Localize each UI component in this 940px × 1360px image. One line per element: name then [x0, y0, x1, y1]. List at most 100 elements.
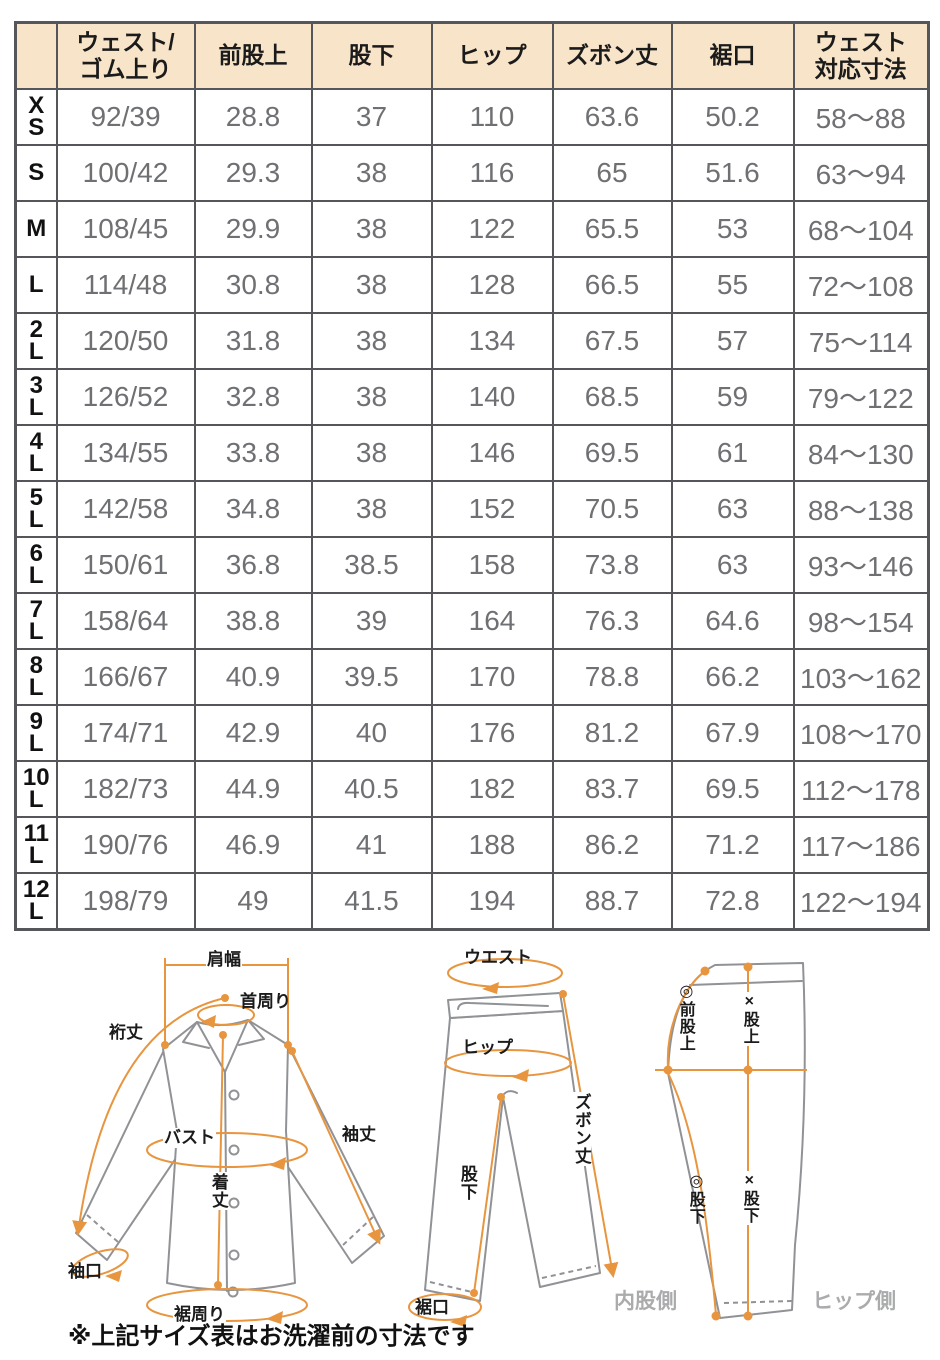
- pants-side-rise-label: ×股上: [739, 992, 758, 1046]
- size-value: 67.5: [551, 312, 673, 370]
- table-row: 4 L 134/55 33.8 38 146 69.5 61 84〜130: [14, 424, 930, 482]
- size-value: 57: [670, 312, 795, 370]
- pants-front-diagram: [408, 958, 619, 1327]
- size-value: 120/50: [55, 312, 196, 370]
- size-value: 33.8: [193, 424, 313, 482]
- shirt-hem-around-label: 裾周り: [173, 1305, 226, 1325]
- column-header: ウェスト/ ゴム上り: [55, 21, 196, 90]
- size-value: 150/61: [55, 536, 196, 594]
- size-value: 108/45: [55, 200, 196, 258]
- column-header: 前股上: [193, 21, 313, 90]
- pants-front-waistband: [447, 992, 564, 1019]
- shirt-left-sleeve: [75, 1047, 196, 1261]
- size-label: 8 L: [14, 648, 58, 706]
- size-value: 63〜94: [792, 144, 930, 202]
- size-value: 38: [310, 424, 433, 482]
- pants-front-length-label: ズボン丈: [571, 1092, 591, 1166]
- size-value: 79〜122: [792, 368, 930, 426]
- size-value: 142/58: [55, 480, 196, 538]
- size-value: 86.2: [551, 816, 673, 874]
- shirt-right-sleeve: [261, 1044, 385, 1264]
- size-value: 65: [551, 144, 673, 202]
- size-value: 42.9: [193, 704, 313, 762]
- pants-side-inseam-a-label: ◎股下: [686, 1171, 704, 1225]
- size-value: 41.5: [310, 872, 433, 931]
- size-value: 31.8: [193, 312, 313, 370]
- size-value: 78.8: [551, 648, 673, 706]
- column-header: 裾口: [670, 21, 795, 90]
- size-value: 174/71: [55, 704, 196, 762]
- shirt-body-length-label: 着丈: [208, 1172, 228, 1210]
- size-value: 69.5: [670, 760, 795, 818]
- size-label: 7 L: [14, 592, 58, 650]
- shirt-cuff-label: 袖口: [68, 1262, 102, 1281]
- shirt-neck-label: 首周り: [240, 992, 291, 1011]
- size-value: 117〜186: [792, 816, 930, 874]
- size-value: 59: [670, 368, 795, 426]
- size-value: 126/52: [55, 368, 196, 426]
- size-value: 140: [430, 368, 554, 426]
- size-value: 73.8: [551, 536, 673, 594]
- size-value: 198/79: [55, 872, 196, 931]
- size-value: 66.2: [670, 648, 795, 706]
- size-value: 81.2: [551, 704, 673, 762]
- size-value: 32.8: [193, 368, 313, 426]
- pants-front-hip-label: ヒップ: [462, 1038, 513, 1057]
- size-value: 190/76: [55, 816, 196, 874]
- size-table-body: X S 92/39 28.8 37 110 63.6 50.2 58〜88 S 100/42 29.…: [14, 88, 930, 931]
- size-value: 38: [310, 312, 433, 370]
- size-value: 84〜130: [792, 424, 930, 482]
- size-label: M: [14, 200, 58, 258]
- size-value: 66.5: [551, 256, 673, 314]
- size-value: 38.8: [193, 592, 313, 650]
- size-label: 9 L: [14, 704, 58, 762]
- table-row: M 108/45 29.9 38 122 65.5 53 68〜104: [14, 200, 930, 258]
- size-value: 75〜114: [792, 312, 930, 370]
- size-value: 46.9: [193, 816, 313, 874]
- size-value: 158/64: [55, 592, 196, 650]
- size-value: 40.5: [310, 760, 433, 818]
- size-label: 6 L: [14, 536, 58, 594]
- size-value: 68.5: [551, 368, 673, 426]
- size-value: 72〜108: [792, 256, 930, 314]
- size-value: 58〜88: [792, 88, 930, 146]
- size-value: 28.8: [193, 88, 313, 146]
- size-value: 92/39: [55, 88, 196, 146]
- size-value: 110: [430, 88, 554, 146]
- size-value: 63: [670, 536, 795, 594]
- column-header: ズボン丈: [551, 21, 673, 90]
- size-value: 128: [430, 256, 554, 314]
- table-row: 11 L 190/76 46.9 41 188 86.2 71.2 117〜186: [14, 816, 930, 874]
- size-value: 64.6: [670, 592, 795, 650]
- size-value: 72.8: [670, 872, 795, 931]
- size-value: 182/73: [55, 760, 196, 818]
- corner-cell: [14, 21, 58, 90]
- size-value: 37: [310, 88, 433, 146]
- table-row: 2 L 120/50 31.8 38 134 67.5 57 75〜114: [14, 312, 930, 370]
- pants-side-diagram: [655, 962, 807, 1321]
- size-value: 63.6: [551, 88, 673, 146]
- size-value: 103〜162: [792, 648, 930, 706]
- size-value: 53: [670, 200, 795, 258]
- size-value: 49: [193, 872, 313, 931]
- size-value: 39: [310, 592, 433, 650]
- size-table: ウェスト/ ゴム上り 前股上 股下 ヒップ ズボン丈 裾口 ウェスト 対応寸法 X S 92/…: [14, 21, 930, 931]
- size-value: 69.5: [551, 424, 673, 482]
- size-label: 11 L: [14, 816, 58, 874]
- size-value: 83.7: [551, 760, 673, 818]
- size-value: 176: [430, 704, 554, 762]
- size-value: 76.3: [551, 592, 673, 650]
- size-value: 88.7: [551, 872, 673, 931]
- column-header: ウェスト 対応寸法: [792, 21, 930, 90]
- pants-side-front-rise-label: ◎前股上: [676, 981, 694, 1052]
- size-value: 134/55: [55, 424, 196, 482]
- size-value: 38: [310, 480, 433, 538]
- column-header: ヒップ: [430, 21, 554, 90]
- shirt-bust-label: バスト: [163, 1128, 216, 1148]
- table-row: 7 L 158/64 38.8 39 164 76.3 64.6 98〜154: [14, 592, 930, 650]
- pre-wash-note: ※上記サイズ表はお洗濯前の寸法です: [68, 1323, 475, 1350]
- table-row: 9 L 174/71 42.9 40 176 81.2 67.9 108〜170: [14, 704, 930, 762]
- size-value: 65.5: [551, 200, 673, 258]
- table-row: 12 L 198/79 49 41.5 194 88.7 72.8 122〜194: [14, 872, 930, 931]
